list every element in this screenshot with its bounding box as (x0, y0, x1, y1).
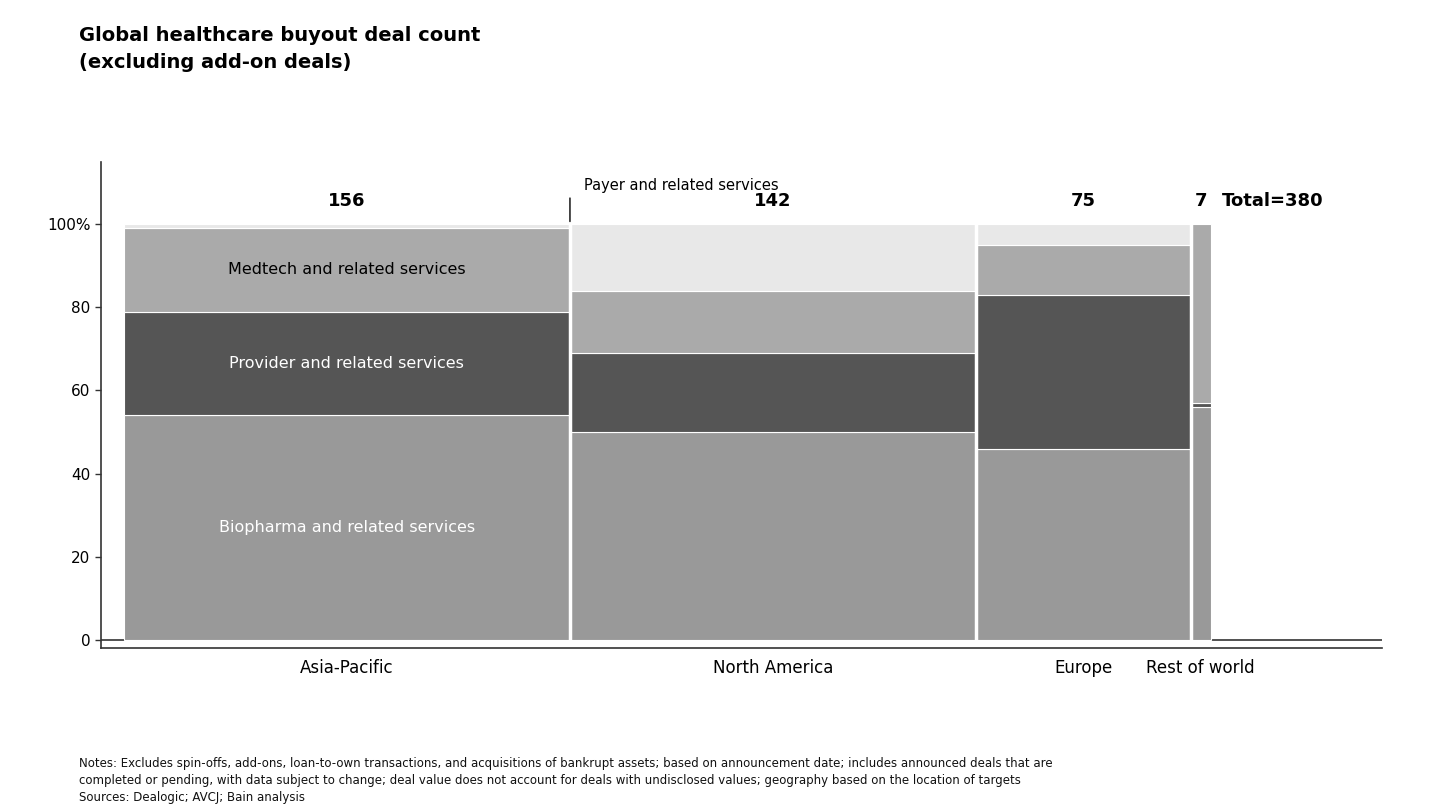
Text: 142: 142 (755, 192, 792, 210)
Bar (124, 312, 570, 416)
Bar (124, 228, 570, 312)
Text: 156: 156 (328, 192, 366, 210)
Text: (excluding add-on deals): (excluding add-on deals) (79, 53, 351, 71)
Bar (976, 245, 1191, 295)
Bar (570, 291, 976, 353)
Text: 75: 75 (1071, 192, 1096, 210)
Bar (570, 353, 976, 432)
Bar (570, 432, 976, 640)
Text: Medtech and related services: Medtech and related services (228, 262, 465, 278)
Bar (1191, 407, 1211, 640)
Bar (1191, 224, 1211, 403)
Bar (976, 224, 1191, 245)
Text: Total=380: Total=380 (1223, 192, 1323, 210)
Text: Notes: Excludes spin-offs, add-ons, loan-to-own transactions, and acquisitions o: Notes: Excludes spin-offs, add-ons, loan… (79, 757, 1053, 804)
Text: Biopharma and related services: Biopharma and related services (219, 520, 475, 535)
Bar (976, 449, 1191, 640)
Bar (124, 416, 570, 640)
Text: 7: 7 (1195, 192, 1207, 210)
Bar (124, 224, 570, 228)
Text: Provider and related services: Provider and related services (229, 356, 464, 371)
Text: Payer and related services: Payer and related services (585, 178, 779, 193)
Bar (976, 295, 1191, 449)
Bar (570, 224, 976, 291)
Text: Global healthcare buyout deal count: Global healthcare buyout deal count (79, 26, 481, 45)
Bar (1191, 403, 1211, 407)
